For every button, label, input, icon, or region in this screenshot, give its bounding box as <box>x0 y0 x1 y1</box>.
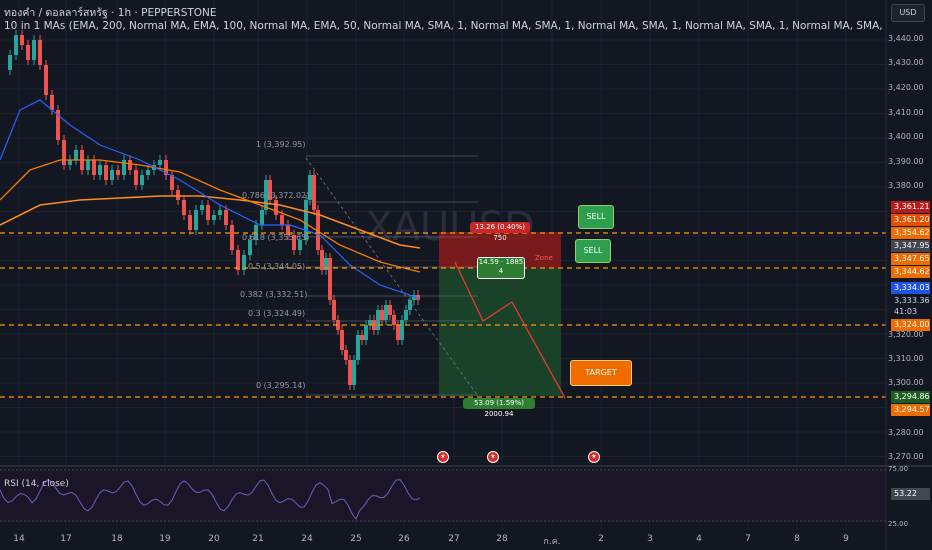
ema-100-line <box>0 159 421 273</box>
x-axis-label: 21 <box>252 534 264 544</box>
rsi-axis-bottom: 25.00 <box>888 520 909 528</box>
bar-countdown: 41:03 <box>891 306 930 318</box>
x-axis-label: ก.ค. <box>543 537 561 547</box>
y-axis-label: 3,440.00 <box>888 34 924 43</box>
price-tag: 3,347.65 <box>891 253 930 265</box>
sell-callout[interactable]: SELL <box>578 205 614 229</box>
price-tag: 3,334.03 <box>891 282 930 294</box>
us-flag-icon[interactable]: ★ <box>588 451 600 463</box>
x-axis-label: 27 <box>448 534 460 544</box>
y-axis-label: 3,320.00 <box>888 330 924 339</box>
position-mid-label[interactable]: 14.59 · 1885 4 <box>477 257 525 279</box>
x-axis-label: 19 <box>159 534 171 544</box>
x-axis-label: 28 <box>496 534 508 544</box>
x-axis-label: 3 <box>647 534 653 544</box>
fib-label: 1 (3,392.95) <box>256 140 306 149</box>
fib-label: 0.382 (3,332.51) <box>240 290 308 299</box>
price-tag: 3,347.95 <box>891 240 930 252</box>
currency-button[interactable]: USD <box>891 4 925 22</box>
y-axis-label: 3,410.00 <box>888 108 924 117</box>
take-profit-zone[interactable] <box>439 268 561 396</box>
position-mid-line2: 4 <box>498 267 504 275</box>
rsi-axis-top: 75.00 <box>888 465 909 473</box>
x-axis-label: 4 <box>696 534 702 544</box>
x-axis-label: 24 <box>301 534 313 544</box>
rsi-value-tag: 53.22 <box>891 488 930 500</box>
price-tag: 3,294.86 <box>891 391 930 403</box>
rsi-label[interactable]: RSI (14, close) <box>4 479 69 489</box>
symbol-title[interactable]: ทองคำ / ดอลลาร์สหรัฐ · 1h · PEPPERSTONE <box>4 7 217 19</box>
price-tag: 3,354.62 <box>891 227 930 239</box>
target-callout[interactable]: TARGET <box>570 360 632 386</box>
y-axis-label: 3,280.00 <box>888 428 924 437</box>
x-axis-label: 14 <box>13 534 25 544</box>
ema-200-line <box>0 195 421 249</box>
horizontal-levels[interactable] <box>0 232 886 398</box>
y-axis-label: 3,300.00 <box>888 378 924 387</box>
ema-50-line <box>0 99 421 301</box>
y-axis-label: 3,420.00 <box>888 83 924 92</box>
fib-label: 0.3 (3,324.49) <box>248 309 306 318</box>
x-axis-label: 18 <box>111 534 123 544</box>
y-axis-label: 3,400.00 <box>888 132 924 141</box>
price-tag: 3,361.20 <box>891 214 930 226</box>
x-axis-label: 17 <box>60 534 72 544</box>
y-axis-label: 3,270.00 <box>888 452 924 461</box>
x-axis-label: 2 <box>598 534 604 544</box>
fib-label: 0.618 (3,355.65) <box>242 233 310 242</box>
x-axis-label: 20 <box>208 534 220 544</box>
zone-label: Zone <box>535 254 553 262</box>
x-axis-label: 7 <box>745 534 751 544</box>
current-price-tag: 3,333.36 <box>891 295 930 307</box>
x-axis-label: 25 <box>350 534 362 544</box>
us-flag-icon[interactable]: ★ <box>437 451 449 463</box>
sell-callout[interactable]: SELL <box>575 239 611 263</box>
risk-label: 13.26 (0.40%) 750 <box>470 222 530 242</box>
indicator-legend[interactable]: 10 in 1 MAs (EMA, 200, Normal MA, EMA, 1… <box>4 20 886 32</box>
reward-label: 53.09 (1.59%) 2000.94 <box>463 398 535 418</box>
y-axis-label: 3,310.00 <box>888 354 924 363</box>
fib-label: 0.5 (3,344.05) <box>248 262 306 271</box>
x-axis-label: 8 <box>794 534 800 544</box>
y-axis-label: 3,430.00 <box>888 58 924 67</box>
price-tag: 3,324.00 <box>891 319 930 331</box>
price-tag: 3,344.62 <box>891 266 930 278</box>
fib-label: 0.786 (3,372.02) <box>242 191 310 200</box>
y-axis-label: 3,390.00 <box>888 157 924 166</box>
rsi-background <box>0 470 886 522</box>
projection-path[interactable] <box>454 261 566 399</box>
y-axis-label: 3,380.00 <box>888 181 924 190</box>
fibonacci-retracement[interactable] <box>306 155 478 396</box>
x-axis-label: 9 <box>843 534 849 544</box>
price-tag: 3,294.57 <box>891 404 930 416</box>
x-axis-label: 26 <box>398 534 410 544</box>
us-flag-icon[interactable]: ★ <box>487 451 499 463</box>
rsi-line <box>0 479 421 520</box>
fib-label: 0 (3,295.14) <box>256 381 306 390</box>
position-mid-line1: 14.59 · 1885 <box>478 258 524 266</box>
trend-diagonal[interactable] <box>305 157 479 397</box>
price-tag: 3,361.21 <box>891 201 930 213</box>
